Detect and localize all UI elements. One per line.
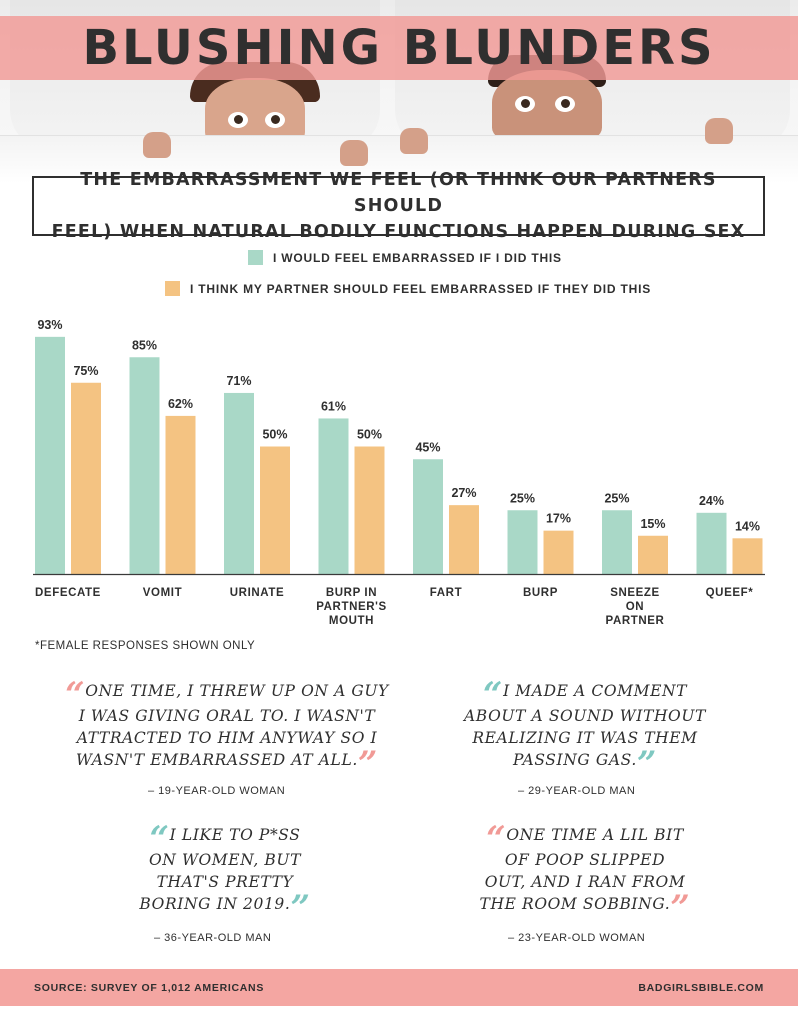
category-label-7: QUEEF*	[706, 587, 754, 599]
legend-item-self: I WOULD FEEL EMBARRASSED IF I DID THIS	[248, 250, 562, 265]
category-label-6: SNEEZE	[610, 587, 660, 599]
category-label-2: URINATE	[230, 587, 284, 599]
man-face	[492, 70, 602, 142]
data-label-partner-4: 27%	[451, 486, 476, 500]
footnote: *FEMALE RESPONSES SHOWN ONLY	[35, 640, 256, 652]
woman-left-hand	[143, 132, 171, 158]
category-label-3: MOUTH	[329, 615, 374, 627]
chart-subtitle-line-1: THE EMBARRASSMENT WE FEEL (OR THINK OUR …	[80, 170, 717, 216]
quote-4-attribution: – 23-YEAR-OLD WOMAN	[508, 932, 646, 944]
footer-site-link[interactable]: BADGIRLSBIBLE.COM	[638, 981, 764, 994]
bar-partner-3	[354, 446, 385, 574]
close-quote-icon: ”	[357, 744, 379, 784]
bar-self-0	[35, 336, 65, 574]
data-label-partner-2: 50%	[262, 428, 287, 442]
open-quote-icon: “	[486, 819, 507, 859]
quote-4-text: ONE TIME A LIL BIT OF POOP SLIPPED OUT, …	[479, 826, 686, 913]
footer-source: SOURCE: SURVEY OF 1,012 AMERICANS	[34, 981, 265, 994]
quote-4: “ONE TIME A LIL BIT OF POOP SLIPPED OUT,…	[460, 822, 710, 925]
category-label-1: VOMIT	[143, 587, 182, 599]
data-label-partner-0: 75%	[73, 364, 98, 378]
category-label-6: PARTNER	[606, 615, 665, 627]
open-quote-icon: “	[482, 675, 504, 715]
chart-subtitle-box: THE EMBARRASSMENT WE FEEL (OR THINK OUR …	[32, 170, 765, 242]
bar-self-6	[602, 510, 632, 574]
man-left-hand	[400, 128, 428, 154]
woman-left-eye	[228, 112, 248, 128]
data-label-self-3: 61%	[321, 399, 346, 413]
category-label-6: ON	[626, 601, 644, 613]
data-label-self-5: 25%	[510, 491, 535, 505]
bar-partner-7	[732, 538, 763, 574]
bar-self-1	[129, 357, 160, 574]
man-right-eye	[555, 96, 575, 112]
legend-item-partner: I THINK MY PARTNER SHOULD FEEL EMBARRASS…	[165, 281, 651, 296]
woman-right-eye	[265, 112, 285, 128]
footer: SOURCE: SURVEY OF 1,012 AMERICANS BADGIR…	[0, 969, 798, 1006]
quote-2: “I MADE A COMMENT ABOUT A SOUND WITHOUT …	[455, 678, 715, 781]
data-label-self-2: 71%	[226, 374, 251, 388]
legend-label-self: I WOULD FEEL EMBARRASSED IF I DID THIS	[273, 250, 562, 265]
data-label-partner-7: 14%	[735, 519, 760, 533]
category-label-3: PARTNER'S	[316, 601, 387, 613]
title-band	[0, 16, 798, 80]
bar-partner-2	[260, 446, 290, 574]
category-label-3: BURP IN	[326, 587, 377, 599]
category-label-0: DEFECATE	[35, 587, 101, 599]
bar-self-3	[318, 418, 349, 574]
quote-2-text: I MADE A COMMENT ABOUT A SOUND WITHOUT R…	[464, 682, 706, 769]
open-quote-icon: “	[65, 675, 86, 715]
data-label-self-1: 85%	[132, 338, 157, 352]
legend-swatch-partner	[165, 281, 180, 296]
quote-2-attribution: – 29-YEAR-OLD MAN	[518, 785, 636, 797]
bar-partner-5	[543, 530, 574, 574]
bar-partner-6	[638, 535, 668, 574]
open-quote-icon: “	[149, 819, 170, 859]
data-label-partner-5: 17%	[546, 512, 571, 526]
category-label-5: BURP	[523, 587, 558, 599]
woman-right-hand	[340, 140, 368, 166]
man-right-hand	[705, 118, 733, 144]
close-quote-icon: ”	[636, 744, 658, 784]
bar-self-2	[224, 392, 254, 574]
close-quote-icon: ”	[670, 888, 691, 928]
bar-partner-1	[165, 415, 196, 574]
bar-self-4	[413, 459, 443, 574]
bar-partner-0	[71, 382, 101, 574]
bar-self-5	[507, 510, 538, 574]
quote-3-text: I LIKE TO P*SS ON WOMEN, BUT THAT'S PRET…	[139, 826, 302, 913]
legend-label-partner: I THINK MY PARTNER SHOULD FEEL EMBARRASS…	[190, 281, 652, 296]
quote-1-attribution: – 19-YEAR-OLD WOMAN	[148, 785, 286, 797]
data-label-self-0: 93%	[37, 318, 62, 332]
data-label-partner-1: 62%	[168, 397, 193, 411]
data-label-partner-3: 50%	[357, 428, 382, 442]
quote-1: “ONE TIME, I THREW UP ON A GUY I WAS GIV…	[62, 678, 392, 781]
page-title: BLUSHING BLUNDERS	[82, 20, 716, 76]
woman-face	[205, 78, 305, 146]
quote-1-text: ONE TIME, I THREW UP ON A GUY I WAS GIVI…	[75, 682, 389, 769]
data-label-self-4: 45%	[415, 440, 440, 454]
data-label-partner-6: 15%	[640, 517, 665, 531]
close-quote-icon: ”	[290, 888, 311, 928]
data-label-self-7: 24%	[699, 494, 724, 508]
chart-subtitle-line-2: FEEL) WHEN NATURAL BODILY FUNCTIONS HAPP…	[51, 222, 746, 242]
category-label-4: FART	[430, 587, 462, 599]
bar-self-7	[696, 512, 727, 574]
data-label-self-6: 25%	[604, 491, 629, 505]
man-left-eye	[515, 96, 535, 112]
quote-3: “I LIKE TO P*SS ON WOMEN, BUT THAT'S PRE…	[120, 822, 330, 925]
bar-partner-4	[449, 505, 479, 574]
quote-3-attribution: – 36-YEAR-OLD MAN	[154, 932, 272, 944]
bar-chart: 93% 75% DEFECATE 85% 62% VOMIT 71% 50% URINATE 61…	[33, 318, 765, 627]
legend-swatch-self	[248, 250, 263, 265]
